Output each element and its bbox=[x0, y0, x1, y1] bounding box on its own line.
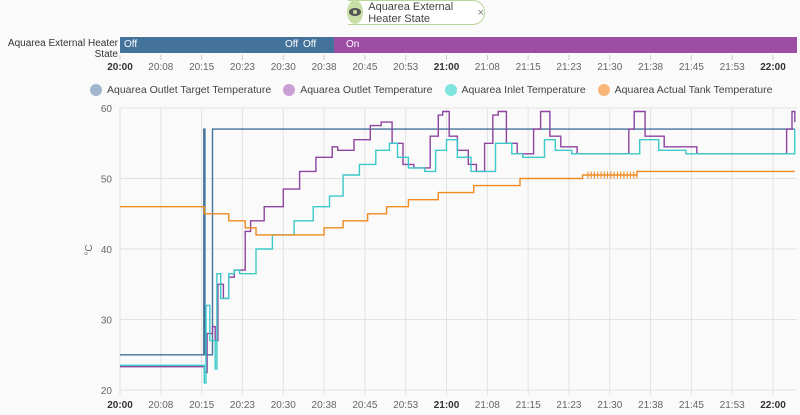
legend-dot bbox=[597, 84, 610, 96]
timeline-tick-label: 20:23 bbox=[229, 62, 255, 73]
timeline-segment-on[interactable]: On bbox=[334, 37, 797, 53]
legend-item-inlet[interactable]: Aquarea Inlet Temperature bbox=[444, 84, 586, 96]
x-tick-label: 21:30 bbox=[597, 400, 622, 411]
legend-label: Aquarea Outlet Temperature bbox=[300, 84, 433, 96]
x-tick-label: 21:08 bbox=[475, 400, 500, 411]
y-tick-label: 40 bbox=[101, 245, 113, 256]
y-axis-label: °C bbox=[84, 244, 95, 255]
timeline-tick-label: 21:45 bbox=[678, 62, 704, 73]
timeline-text: On bbox=[346, 39, 360, 50]
legend-item-outlet[interactable]: Aquarea Outlet Temperature bbox=[283, 84, 433, 96]
legend-label: Aquarea Outlet Target Temperature bbox=[107, 84, 272, 96]
timeline-tick-label: 21:53 bbox=[719, 62, 745, 73]
x-tick-label: 20:00 bbox=[107, 400, 133, 411]
x-tick-label: 20:38 bbox=[312, 400, 337, 411]
x-tick-label: 21:53 bbox=[720, 400, 745, 411]
timeline-tick-label: 21:00 bbox=[433, 62, 460, 73]
legend-item-tank[interactable]: Aquarea Actual Tank Temperature bbox=[597, 84, 773, 96]
x-tick-label: 21:45 bbox=[679, 400, 704, 411]
x-tick-label: 20:53 bbox=[393, 400, 418, 411]
legend-dot bbox=[90, 84, 102, 96]
chip-label: Aquarea External Heater State bbox=[368, 0, 454, 25]
x-tick-label: 21:15 bbox=[516, 400, 541, 411]
x-tick-label: 20:15 bbox=[189, 400, 214, 411]
timeline-tick-label: 20:30 bbox=[270, 62, 296, 73]
legend-item-outlet-target[interactable]: Aquarea Outlet Target Temperature bbox=[90, 84, 271, 96]
legend-label: Aquarea Inlet Temperature bbox=[461, 84, 586, 96]
timeline-tick-label: 20:38 bbox=[311, 62, 337, 73]
x-tick-label: 20:23 bbox=[230, 400, 255, 411]
timeline-tick-label: 21:08 bbox=[474, 62, 500, 73]
legend-dot bbox=[444, 84, 457, 96]
timeline-tick-label: 21:23 bbox=[556, 62, 582, 73]
x-tick-label: 21:38 bbox=[638, 400, 663, 411]
timeline-tick-label: 22:00 bbox=[760, 62, 786, 73]
timeline-text: Off bbox=[124, 39, 138, 50]
timeline-segment-off[interactable]: Off Off Off bbox=[120, 37, 334, 53]
legend-dot bbox=[283, 84, 296, 96]
eye-icon[interactable] bbox=[347, 0, 364, 24]
x-tick-label: 21:00 bbox=[434, 400, 460, 411]
timeline-text: Off bbox=[303, 39, 317, 50]
timeline-tick-label: 20:53 bbox=[393, 62, 419, 73]
timeline-tick-label: 21:15 bbox=[515, 62, 541, 73]
tank-temperature-line bbox=[120, 170, 795, 236]
y-tick-label: 50 bbox=[101, 175, 113, 186]
timeline-label: Aquarea External Heater State bbox=[7, 38, 118, 60]
timeline-tick-label: 21:38 bbox=[638, 62, 664, 73]
legend-label: Aquarea Actual Tank Temperature bbox=[614, 84, 773, 96]
inlet-temperature-line bbox=[120, 129, 796, 384]
y-tick-label: 60 bbox=[101, 104, 113, 115]
x-tick-label: 20:08 bbox=[148, 400, 173, 411]
x-tick-label: 20:30 bbox=[271, 400, 296, 411]
timeline-tick-label: 21:30 bbox=[597, 62, 623, 73]
close-icon[interactable]: × bbox=[477, 6, 484, 19]
x-tick-label: 21:23 bbox=[556, 400, 581, 411]
x-tick-label: 22:00 bbox=[760, 400, 786, 411]
heater-state-filter-chip[interactable]: Aquarea External Heater State × bbox=[347, 0, 485, 25]
y-tick-label: 20 bbox=[101, 386, 113, 397]
y-tick-label: 30 bbox=[101, 316, 113, 327]
timeline-text: Off bbox=[285, 39, 299, 50]
timeline-tick-label: 20:00 bbox=[107, 62, 133, 73]
outlet-target-line bbox=[120, 128, 795, 356]
timeline-tick-label: 20:08 bbox=[148, 62, 174, 73]
x-tick-label: 20:45 bbox=[352, 400, 377, 411]
timeline-tick-label: 20:45 bbox=[352, 62, 378, 73]
timeline-tick-label: 20:15 bbox=[189, 62, 215, 73]
chart-legend: Aquarea Outlet Target Temperature Aquare… bbox=[90, 84, 772, 96]
